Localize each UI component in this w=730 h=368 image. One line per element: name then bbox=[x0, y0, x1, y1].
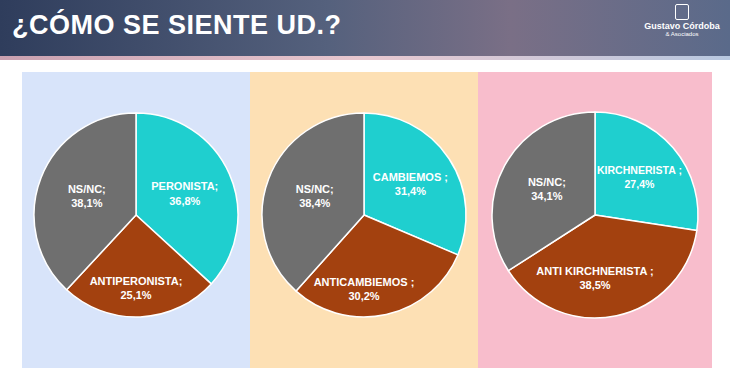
svg-text:ANTI KIRCHNERISTA ;38,5%: ANTI KIRCHNERISTA ;38,5% bbox=[536, 265, 653, 291]
html-text:Gustavo Córdoba: Gustavo Córdoba bbox=[644, 21, 720, 31]
svg-text:ANTIPERONISTA;25,1%: ANTIPERONISTA;25,1% bbox=[90, 275, 183, 301]
svg-text:ANTICAMBIEMOS ;30,2%: ANTICAMBIEMOS ;30,2% bbox=[314, 276, 415, 302]
svg-text:NS/NC;38,4%: NS/NC;38,4% bbox=[296, 183, 334, 209]
svg-text:KIRCHNERISTA ;27,4%: KIRCHNERISTA ;27,4% bbox=[597, 164, 682, 190]
html-text:& Asociados: & Asociados bbox=[665, 31, 699, 37]
svg-text:CAMBIEMOS ;31,4%: CAMBIEMOS ;31,4% bbox=[373, 171, 448, 197]
svg-text:NS/NC;38,1%: NS/NC;38,1% bbox=[68, 183, 106, 209]
svg-text:NS/NC;34,1%: NS/NC;34,1% bbox=[528, 176, 566, 202]
svg-text:PERONISTA;36,8%: PERONISTA;36,8% bbox=[151, 180, 218, 206]
html-text:¿CÓMO SE SIENTE UD.?: ¿CÓMO SE SIENTE UD.? bbox=[12, 10, 342, 40]
